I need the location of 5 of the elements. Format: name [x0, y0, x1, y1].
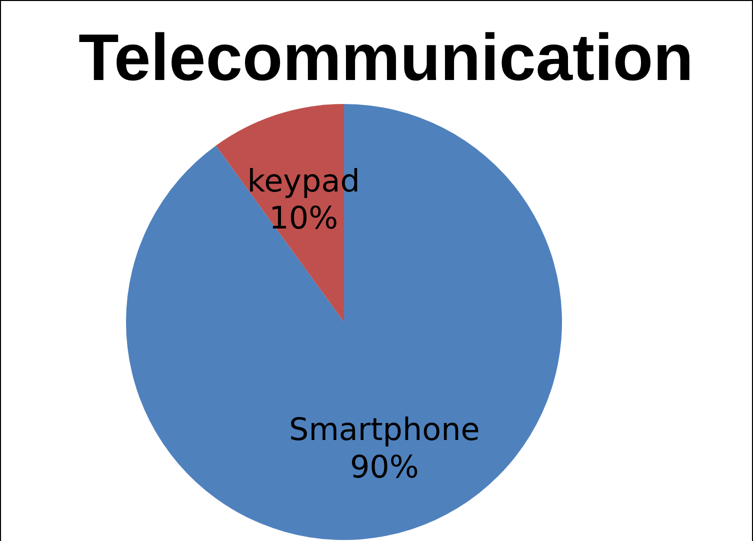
data-label: 90%: [350, 449, 419, 486]
pie-slice: [126, 104, 562, 540]
chart-title: Telecommunication: [78, 20, 694, 94]
data-label: 10%: [269, 200, 338, 237]
slice-label: Smartphone: [289, 412, 480, 448]
